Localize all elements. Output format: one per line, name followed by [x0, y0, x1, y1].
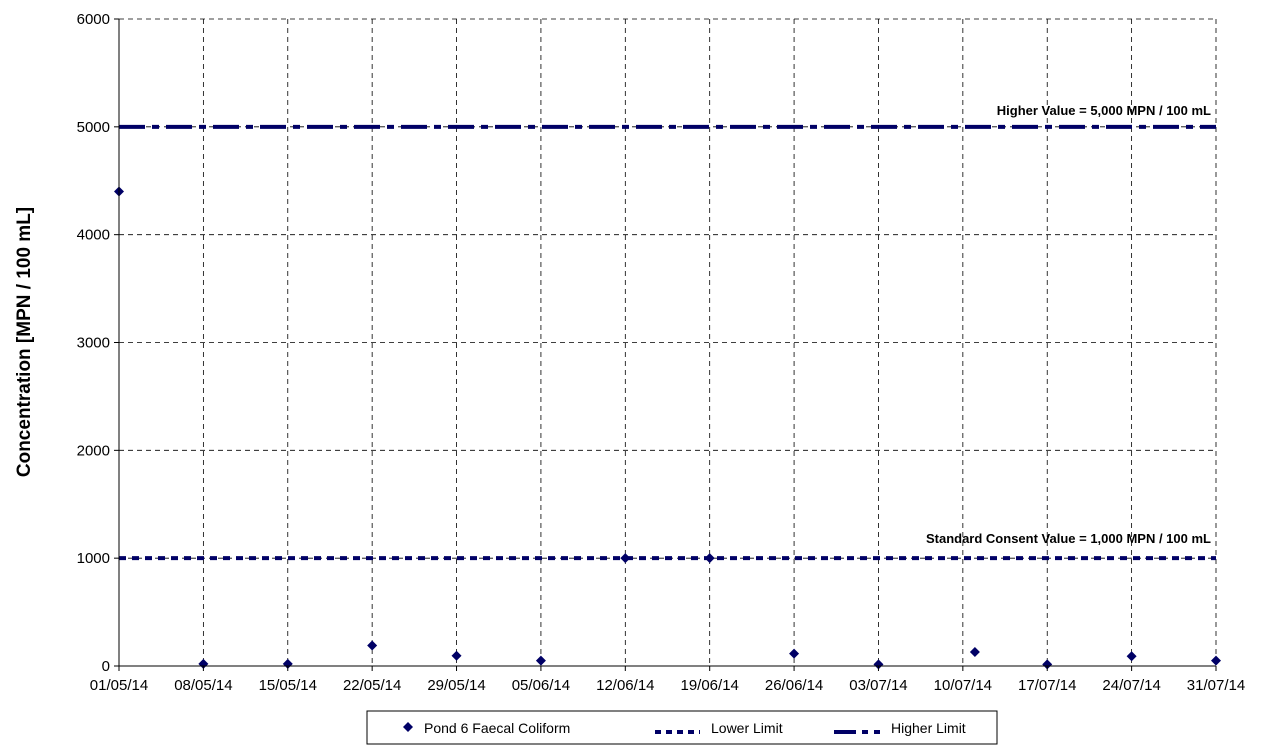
y-tick-label: 0: [102, 658, 110, 675]
data-point: [620, 553, 631, 564]
data-point: [873, 659, 884, 670]
data-point: [1126, 651, 1137, 662]
y-tick-label: 3000: [77, 335, 110, 352]
x-tick-label: 01/05/14: [90, 677, 148, 694]
lower-limit-annotation: Standard Consent Value = 1,000 MPN / 100…: [926, 531, 1211, 546]
legend: Pond 6 Faecal Coliform Lower Limit Highe…: [366, 710, 998, 745]
x-tick-label: 05/06/14: [512, 677, 570, 694]
y-axis-label: Concentration [MPN / 100 mL]: [14, 207, 35, 477]
x-tick-label: 26/06/14: [765, 677, 823, 694]
x-tick-label: 24/07/14: [1102, 677, 1160, 694]
y-tick-label: 6000: [77, 11, 110, 28]
legend-label-higher-limit: Higher Limit: [891, 720, 966, 736]
x-tick-label: 22/05/14: [343, 677, 401, 694]
higher-limit-annotation: Higher Value = 5,000 MPN / 100 mL: [997, 103, 1211, 118]
data-point: [1211, 655, 1221, 666]
legend-marker-pond6: [403, 722, 413, 732]
x-tick-label: 31/07/14: [1187, 677, 1245, 694]
data-point: [969, 646, 980, 657]
y-tick-label: 4000: [77, 227, 110, 244]
legend-label-pond6: Pond 6 Faecal Coliform: [424, 720, 570, 736]
y-tick-label: 1000: [77, 550, 110, 567]
data-point: [451, 650, 462, 661]
x-tick-label: 15/05/14: [259, 677, 317, 694]
data-point: [367, 640, 378, 651]
x-tick-label: 17/07/14: [1018, 677, 1076, 694]
axes: 01/05/14 08/05/14 15/05/14 22/05/14 29/05/14…: [77, 11, 1246, 694]
legend-box: [366, 710, 998, 745]
x-tick-label: 03/07/14: [849, 677, 907, 694]
x-tick-label: 10/07/14: [934, 677, 992, 694]
x-tick-label: 29/05/14: [427, 677, 485, 694]
data-point: [789, 648, 800, 659]
limit-lines: [119, 124, 1216, 561]
x-tick-label: 19/06/14: [680, 677, 738, 694]
y-tick-label: 2000: [77, 442, 110, 459]
data-point: [1042, 659, 1053, 670]
x-tick-label: 12/06/14: [596, 677, 654, 694]
legend-label-lower-limit: Lower Limit: [711, 720, 783, 736]
x-tick-label: 08/05/14: [174, 677, 232, 694]
y-tick-label: 5000: [77, 119, 110, 136]
data-point: [535, 655, 546, 666]
data-points: [114, 186, 1221, 670]
data-point: [704, 553, 715, 564]
